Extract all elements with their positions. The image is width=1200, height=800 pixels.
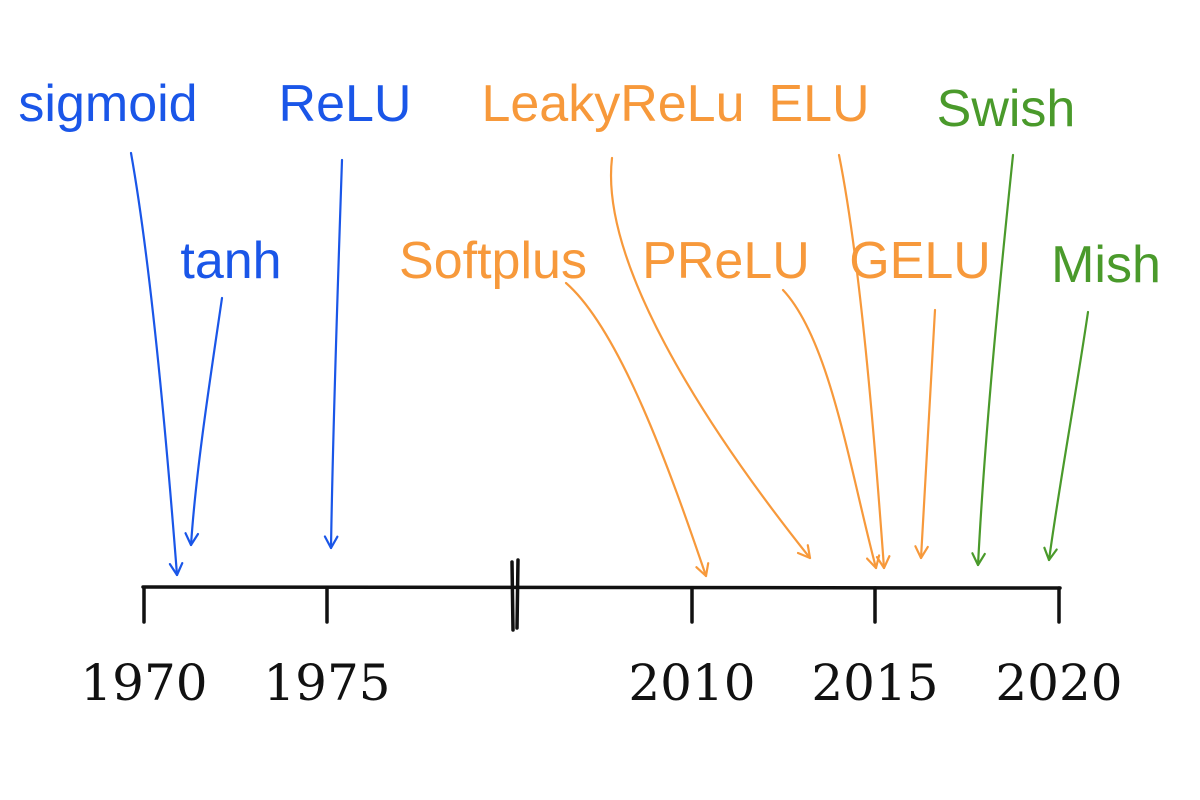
arrow-sigmoid — [129, 151, 179, 577]
arrow-prelu — [781, 288, 878, 570]
year-label-2010: 2010 — [628, 654, 755, 712]
label-sigmoid: sigmoid — [18, 75, 197, 133]
label-prelu: PReLU — [642, 232, 810, 290]
arrow-gelu — [919, 308, 937, 560]
label-leakyrelu: LeakyReLu — [481, 75, 744, 133]
arrow-elu — [837, 153, 886, 570]
label-swish: Swish — [937, 80, 1076, 138]
arrow-mish — [1047, 310, 1090, 562]
arrow-softplus — [564, 281, 708, 578]
arrowhead-sigmoid — [168, 562, 184, 577]
arrowhead-swish — [971, 552, 986, 567]
year-label-2020: 2020 — [995, 654, 1122, 712]
function-labels: sigmoid tanh ReLU Softplus LeakyReLu PReLU ELU… — [18, 75, 1160, 294]
axis-ticks — [142, 586, 1061, 624]
label-gelu: GELU — [849, 232, 991, 290]
year-label-1975: 1975 — [263, 654, 390, 712]
label-relu: ReLU — [279, 75, 412, 133]
arrowhead-gelu — [914, 545, 929, 560]
label-mish: Mish — [1051, 236, 1161, 294]
arrow-tanh — [189, 296, 224, 547]
arrowhead-relu — [323, 535, 339, 550]
axis-break-mark-1 — [510, 560, 515, 632]
axis-break-mark-2 — [515, 558, 520, 630]
arrow-leakyrelu — [609, 156, 812, 560]
label-tanh: tanh — [180, 232, 281, 290]
arrowhead-tanh — [184, 532, 200, 547]
arrow-swish — [976, 153, 1015, 567]
label-softplus: Softplus — [399, 232, 587, 290]
year-labels: 1970 1975 2010 2015 2020 — [80, 654, 1122, 712]
arrowhead-softplus — [695, 562, 710, 578]
timeline-axis — [141, 558, 1062, 632]
arrows — [129, 151, 1090, 578]
year-label-1970: 1970 — [80, 654, 207, 712]
year-label-2015: 2015 — [811, 654, 938, 712]
arrowhead-elu — [875, 555, 891, 570]
arrowhead-leakyrelu — [796, 544, 812, 560]
arrowhead-mish — [1043, 546, 1058, 562]
label-elu: ELU — [768, 75, 869, 133]
arrow-relu — [329, 158, 344, 550]
